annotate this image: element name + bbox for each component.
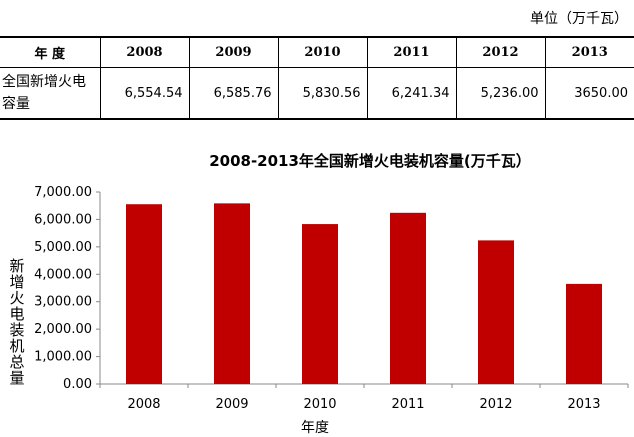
y-tick-label: 0.00 [63,377,92,392]
table-cell: 6,585.76 [188,67,278,120]
data-table: 年 度 2008 2009 2010 2011 2012 2013 全国新增火电… [0,36,634,120]
header-year: 2008 [99,36,189,68]
table-cell: 6,241.34 [366,67,456,120]
x-tick-label: 2011 [391,397,424,412]
table-cell: 3650.00 [544,67,634,120]
table-row: 全国新增火电容量 6,554.54 6,585.76 5,830.56 6,24… [0,67,634,120]
x-axis-label: 年度 [301,420,329,436]
table-header-row: 年 度 2008 2009 2010 2011 2012 2013 [0,36,634,68]
y-tick-label: 1,000.00 [34,350,92,365]
header-year: 2013 [544,36,634,68]
x-tick-label: 2009 [215,397,248,412]
y-tick-label: 2,000.00 [34,322,92,337]
table-cell: 5,236.00 [455,67,545,120]
header-year: 2011 [366,36,456,68]
bar [478,240,514,384]
y-tick-label: 7,000.00 [34,185,92,200]
bar [214,203,250,384]
y-tick-label: 3,000.00 [34,295,92,310]
bar [390,212,426,384]
y-axis-label: 新增火电装机总量 [9,257,25,387]
x-tick-label: 2012 [479,397,512,412]
y-tick-label: 4,000.00 [34,267,92,282]
y-tick-label: 5,000.00 [34,240,92,255]
y-tick-label: 6,000.00 [34,212,92,227]
table-cell: 6,554.54 [99,67,189,120]
bar [302,224,338,384]
bar [126,204,162,384]
header-year: 2009 [188,36,278,68]
unit-label: 单位（万千瓦） [530,11,628,27]
x-tick-label: 2008 [127,397,160,412]
header-label: 年 度 [0,36,100,68]
x-tick-label: 2013 [567,397,600,412]
x-tick-label: 2010 [303,397,336,412]
row-label: 全国新增火电容量 [0,67,100,120]
header-year: 2010 [277,36,367,68]
chart-title: 2008-2013年全国新增火电装机容量(万千瓦） [209,152,531,170]
header-year: 2012 [455,36,545,68]
table-cell: 5,830.56 [277,67,367,120]
bar [566,283,602,384]
